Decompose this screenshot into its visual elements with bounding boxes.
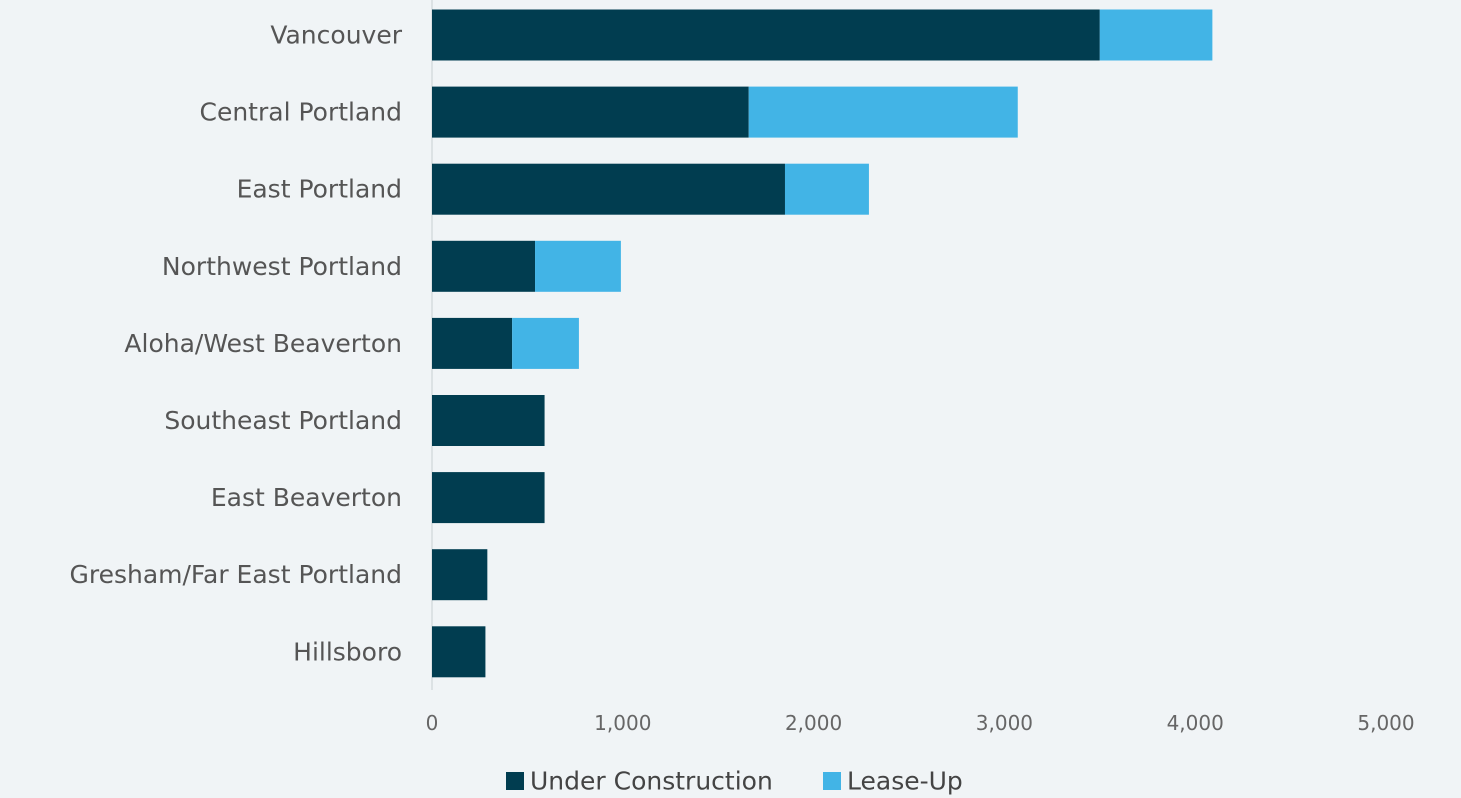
bar-aloha-west-beaverton-under-construction (432, 317, 513, 369)
category-label: Vancouver (270, 21, 402, 50)
bar-vancouver-lease-up (1099, 9, 1213, 61)
bar-central-portland-under-construction (432, 86, 749, 138)
bar-southeast-portland-under-construction (432, 395, 545, 446)
bar-northwest-portland-under-construction (432, 240, 536, 292)
bar-hillsboro-under-construction (432, 626, 486, 678)
x-tick-label: 5,000 (1357, 711, 1414, 735)
bar-east-beaverton-under-construction (432, 472, 545, 524)
legend-label-under-construction: Under Construction (530, 767, 773, 796)
x-tick-label: 1,000 (594, 711, 651, 735)
bar-central-portland-lease-up (748, 86, 1018, 138)
legend-swatch-lease-up (823, 772, 841, 790)
bar-east-portland-under-construction (432, 163, 785, 215)
category-label: East Beaverton (211, 483, 402, 512)
category-label: Hillsboro (293, 637, 402, 666)
category-label: Northwest Portland (162, 252, 402, 281)
x-tick-label: 3,000 (976, 711, 1033, 735)
legend-swatch-under-construction (506, 772, 524, 790)
category-label: Gresham/Far East Portland (69, 560, 402, 589)
bars-group (432, 9, 1213, 678)
x-tick-labels: 0 1,000 2,000 3,000 4,000 5,000 (426, 711, 1415, 735)
category-labels: Vancouver Central Portland East Portland No… (69, 21, 402, 667)
bar-vancouver-under-construction (432, 9, 1100, 61)
bar-east-portland-lease-up (784, 163, 869, 215)
x-tick-label: 0 (426, 711, 439, 735)
category-label: East Portland (237, 175, 402, 204)
category-label: Central Portland (199, 98, 402, 127)
legend-label-lease-up: Lease-Up (847, 767, 963, 796)
bar-aloha-west-beaverton-lease-up (512, 317, 579, 369)
bar-northwest-portland-lease-up (535, 240, 621, 292)
legend: Under Construction Lease-Up (506, 767, 963, 796)
x-tick-label: 4,000 (1167, 711, 1224, 735)
x-tick-label: 2,000 (785, 711, 842, 735)
bar-gresham-far-east-portland-under-construction (432, 549, 488, 601)
category-label: Southeast Portland (164, 406, 402, 435)
category-label: Aloha/West Beaverton (124, 329, 402, 358)
